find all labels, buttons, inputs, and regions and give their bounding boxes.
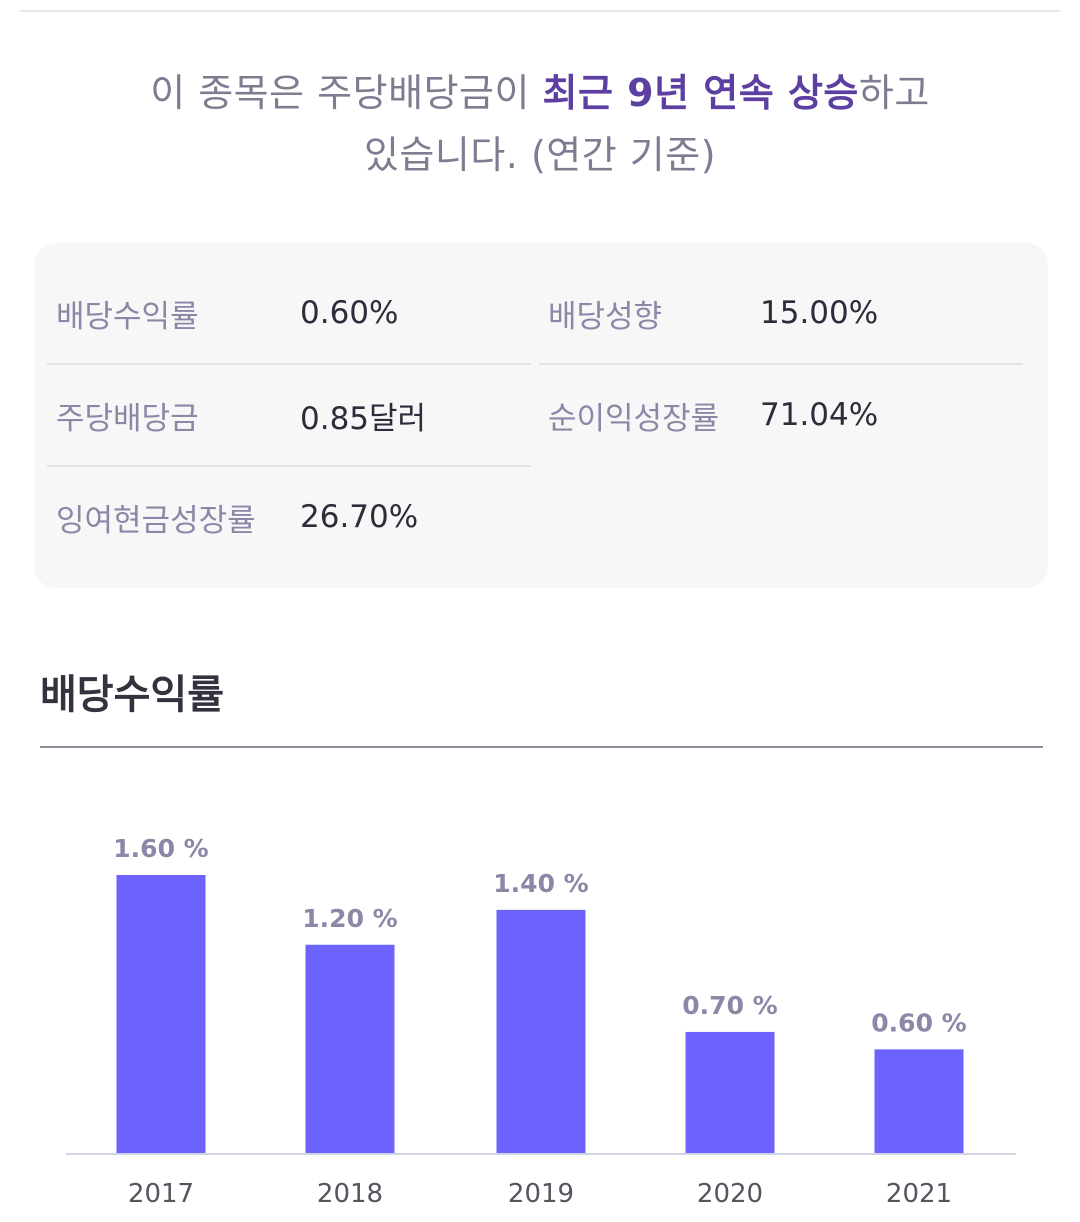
dividend-streak-headline: 이 종목은 주당배당금이 최근 9년 연속 상승하고 있습니다. (연간 기준) bbox=[0, 62, 1080, 186]
bar-value-label-2019: 1.40 % bbox=[493, 869, 588, 898]
bar-2018 bbox=[305, 944, 395, 1154]
section-title: 배당수익률 bbox=[40, 672, 224, 718]
x-tick-label-2018: 2018 bbox=[317, 1179, 383, 1209]
bar-2017 bbox=[116, 875, 206, 1154]
row-divider bbox=[539, 363, 1023, 365]
metric-label: 순이익성장률 bbox=[548, 400, 720, 437]
metric-payout-ratio: 배당성향 15.00% bbox=[548, 288, 1028, 338]
metric-label: 주당배당금 bbox=[56, 400, 199, 437]
metric-label: 배당수익률 bbox=[56, 298, 199, 335]
bar-2019 bbox=[496, 909, 586, 1154]
metric-value: 0.85달러 bbox=[300, 400, 427, 437]
bar-value-label-2018: 1.20 % bbox=[302, 904, 397, 933]
row-divider bbox=[47, 363, 531, 365]
metric-dividend-per-share: 주당배당금 0.85달러 bbox=[56, 390, 536, 440]
metric-value: 26.70% bbox=[300, 499, 419, 535]
metric-fcf-growth: 잉여현금성장률 26.70% bbox=[56, 492, 536, 542]
metric-label: 잉여현금성장률 bbox=[56, 502, 256, 539]
metric-net-income-growth: 순이익성장률 71.04% bbox=[548, 390, 1028, 440]
headline-suffix: 하고 bbox=[858, 71, 930, 115]
top-divider bbox=[20, 10, 1060, 12]
metric-value: 0.60% bbox=[300, 295, 399, 331]
metric-value: 15.00% bbox=[760, 295, 879, 331]
bar-value-label-2021: 0.60 % bbox=[871, 1008, 966, 1037]
metric-label: 배당성향 bbox=[548, 298, 663, 335]
row-divider bbox=[47, 465, 531, 467]
section-divider bbox=[40, 746, 1043, 748]
metric-value: 71.04% bbox=[760, 397, 879, 433]
bar-value-label-2017: 1.60 % bbox=[113, 834, 208, 863]
x-tick-label-2020: 2020 bbox=[697, 1179, 763, 1209]
x-tick-label-2019: 2019 bbox=[508, 1179, 574, 1209]
bars-layer: 1.60 % 2017 1.20 % 2018 1.40 % 2019 0.70 % 2020… bbox=[113, 834, 966, 1209]
bar-2021 bbox=[874, 1049, 964, 1154]
metric-dividend-yield: 배당수익률 0.60% bbox=[56, 288, 536, 338]
dividend-yield-bar-chart: 1.60 % 2017 1.20 % 2018 1.40 % 2019 0.70 % 2020… bbox=[66, 834, 1016, 1209]
headline-line-2: 있습니다. (연간 기준) bbox=[363, 133, 717, 177]
x-tick-label-2021: 2021 bbox=[886, 1179, 952, 1209]
headline-prefix: 이 종목은 주당배당금이 bbox=[150, 71, 543, 115]
headline-line-1: 이 종목은 주당배당금이 최근 9년 연속 상승하고 bbox=[0, 62, 1080, 124]
bar-2020 bbox=[685, 1031, 775, 1154]
x-tick-label-2017: 2017 bbox=[128, 1179, 194, 1209]
headline-highlight: 최근 9년 연속 상승 bbox=[542, 71, 859, 115]
bar-value-label-2020: 0.70 % bbox=[682, 991, 777, 1020]
dividend-metrics-card: 배당수익률 0.60% 배당성향 15.00% 주당배당금 0.85달러 순이익… bbox=[34, 243, 1048, 588]
